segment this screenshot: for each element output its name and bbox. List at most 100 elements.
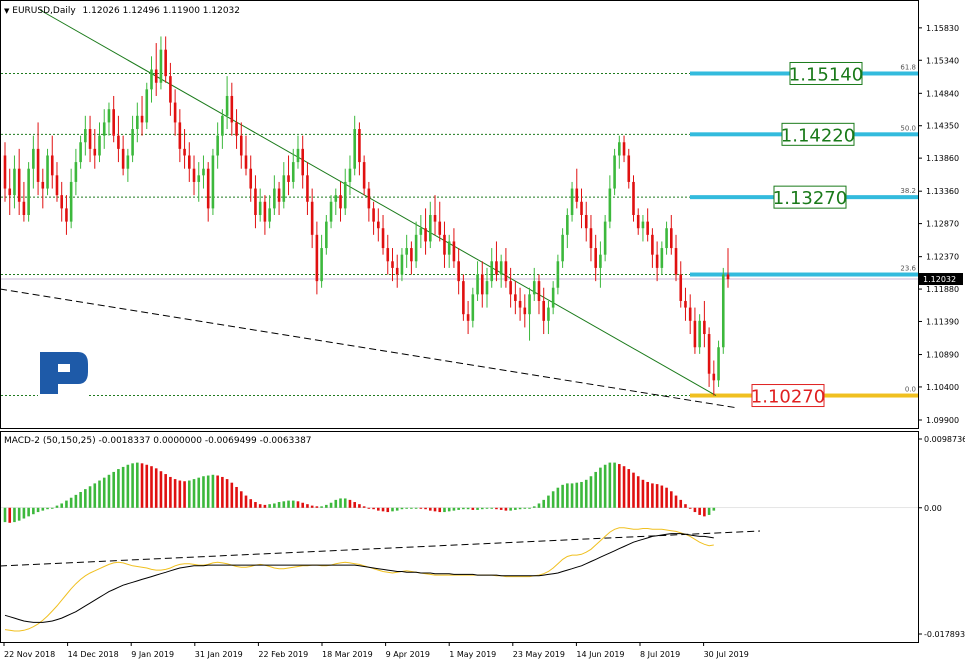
price-tick-label: 1.15830 — [926, 24, 959, 33]
candle-body — [178, 122, 182, 149]
candle-body — [622, 142, 626, 156]
macd-histogram-bar — [400, 507, 404, 510]
candle-body — [202, 168, 205, 176]
candle-body — [372, 208, 375, 222]
candle-body — [192, 168, 196, 182]
macd-histogram-bar — [499, 507, 503, 510]
macd-histogram-bar — [424, 507, 427, 510]
macd-histogram-bar — [575, 482, 579, 508]
macd-histogram-bar — [98, 480, 101, 508]
candle-body — [462, 281, 465, 315]
date-tick-label: 23 May 2019 — [513, 650, 565, 659]
candle-body — [325, 221, 328, 249]
macd-histogram-bar — [13, 507, 16, 523]
date-tick-label: 14 Jun 2019 — [576, 650, 624, 659]
candle-body — [273, 188, 276, 209]
candle-body — [131, 129, 134, 156]
candle-body — [646, 221, 649, 235]
candle-body — [140, 115, 144, 123]
candle-body — [599, 254, 602, 268]
price-tick-label: 1.12370 — [926, 253, 959, 262]
macd-trendline-dashed — [0, 530, 761, 567]
candle-body — [627, 155, 631, 182]
candle-body — [594, 248, 597, 268]
candle-body — [263, 201, 267, 222]
fib-ratio-label: 0.0 — [905, 386, 916, 394]
candle-body — [703, 320, 706, 335]
candle-body — [698, 320, 701, 348]
macd-histogram-bar — [679, 499, 683, 508]
macd-histogram-bar — [362, 506, 366, 508]
macd-histogram-bar — [523, 507, 527, 509]
symbol-label: EURUSD,Daily — [12, 6, 76, 16]
macd-histogram-bar — [329, 502, 333, 508]
fib-ratio-label: 38.2 — [900, 187, 916, 195]
candle-body — [509, 281, 512, 295]
candle-body — [320, 248, 323, 282]
candle-body — [55, 175, 59, 196]
candle-body — [353, 129, 356, 169]
macd-histogram-bar — [570, 483, 574, 508]
candle-body — [235, 122, 238, 136]
candle-body — [381, 228, 385, 249]
macd-histogram-bar — [216, 475, 219, 508]
macd-histogram-bar — [636, 476, 640, 508]
macd-histogram-bar — [580, 481, 583, 508]
macd-histogram-bar — [466, 507, 470, 510]
candle-body — [684, 300, 687, 308]
macd-pane-frame — [0, 431, 919, 643]
macd-histogram-bar — [452, 507, 456, 511]
candle-body — [249, 168, 253, 189]
candle-body — [117, 135, 120, 149]
fib-ratio-label: 23.6 — [900, 265, 916, 273]
candle-body — [169, 76, 172, 103]
macd-histogram-bar — [263, 504, 267, 508]
macd-histogram-bar — [443, 507, 446, 513]
macd-histogram-bar — [514, 507, 517, 510]
candle-body — [107, 109, 111, 123]
macd-histogram-bar — [438, 507, 442, 513]
collapse-icon[interactable]: ▼ — [4, 7, 10, 15]
macd-histogram-bar — [206, 475, 210, 508]
macd-histogram-bar — [150, 466, 153, 508]
candle-body — [466, 314, 470, 321]
candle-body — [438, 221, 442, 235]
macd-histogram-bar — [36, 507, 40, 513]
macd-histogram-bar — [518, 507, 522, 510]
macd-histogram-bar — [495, 507, 498, 510]
candle-body — [717, 347, 720, 381]
macd-histogram-bar — [3, 507, 7, 523]
macd-histogram-bar — [46, 507, 49, 510]
macd-histogram-bar — [169, 476, 172, 508]
candle-body — [452, 241, 456, 262]
macd-histogram-bar — [433, 507, 437, 512]
macd-histogram-bar — [509, 507, 512, 511]
candle-body — [532, 281, 536, 295]
candle-body — [315, 234, 319, 282]
macd-histogram-bar — [291, 500, 295, 508]
candle-body — [88, 129, 92, 149]
candle-body — [211, 155, 215, 209]
candle-body — [400, 254, 404, 275]
macd-histogram-bar — [32, 507, 35, 515]
macd-histogram-bar — [712, 507, 716, 511]
candle-body — [414, 234, 418, 262]
macd-histogram-bar — [594, 471, 597, 508]
macd-histogram-bar — [419, 507, 423, 509]
date-tick-label: 30 Jul 2019 — [704, 650, 749, 659]
chart-header: ▼ EURUSD,Daily 1.12026 1.12496 1.11900 1… — [4, 6, 240, 16]
candle-body — [17, 168, 21, 202]
candle-body — [674, 248, 678, 275]
macd-histogram-bar — [377, 507, 380, 511]
macd-histogram-bar — [627, 469, 631, 508]
candle-body — [518, 300, 522, 308]
fib-price-box — [789, 61, 863, 85]
date-tick-label: 8 Jul 2019 — [640, 650, 680, 659]
candle-body — [358, 129, 361, 163]
candle-body — [688, 307, 692, 321]
candle-body — [112, 109, 115, 136]
macd-histogram-bar — [93, 483, 97, 508]
candle-body — [65, 208, 68, 222]
candle-body — [551, 287, 555, 308]
